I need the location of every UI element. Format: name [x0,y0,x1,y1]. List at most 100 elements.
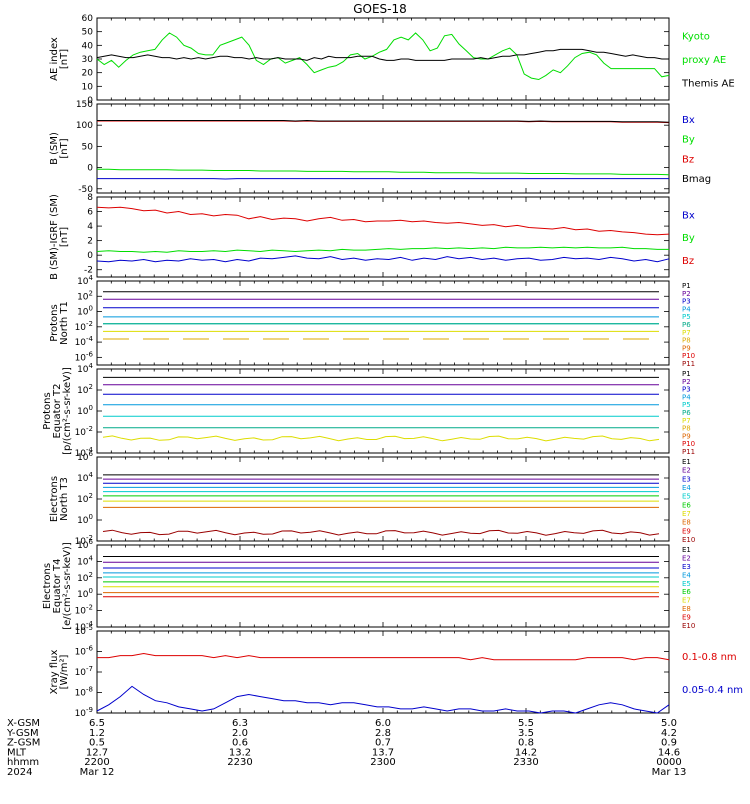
legend-label: P4 [682,393,691,401]
legend-label: P11 [682,448,695,456]
legend-label: P7 [682,329,691,337]
legend-label: P8 [682,425,691,433]
legend-label: E3 [682,475,691,483]
y-axis-label: [nT] [59,138,70,158]
legend-label: E2 [682,467,691,475]
legend-label: E1 [682,546,691,554]
y-tick-label: 40 [82,41,94,51]
y-tick-label: 10-4 [75,335,94,348]
legend-label: E2 [682,554,691,562]
y-tick-label: 150 [76,100,93,110]
panel-frame [97,369,669,453]
legend-label: Bz [682,256,694,267]
legend-label: E10 [682,622,695,630]
legend-label: E1 [682,458,691,466]
y-tick-label: 0 [87,164,93,174]
footer-value: 2230 [227,757,252,768]
legend-label: Bz [682,154,694,165]
y-tick-label: 10-2 [75,320,93,333]
legend-label: E4 [682,571,691,579]
y-tick-label: 6 [87,208,93,218]
series-bz [97,207,669,235]
footer-value: Mar 13 [652,767,687,778]
footer-value: 2330 [513,757,538,768]
legend-label: P11 [682,360,695,368]
y-tick-label: 102 [77,289,93,302]
legend-label: P6 [682,409,691,417]
y-tick-label: 20 [82,69,94,79]
y-tick-label: 10 [82,82,94,92]
legend-label: P9 [682,432,691,440]
legend-label: P1 [682,370,691,378]
legend-label: Bx [682,115,695,126]
y-tick-label: 104 [77,362,93,375]
series-e10 [103,530,659,535]
legend-label: P2 [682,378,691,386]
y-axis-label: [W/m²] [59,654,70,689]
legend-label: Bmag [682,174,711,185]
legend-label: P1 [682,282,691,290]
legend-label: P3 [682,298,691,306]
legend-label: E9 [682,527,691,535]
footer-value: Mar 12 [80,767,115,778]
legend-label: P10 [682,352,695,360]
y-axis-label: [p/(cm²-s-sr-keV)] [62,367,73,455]
y-tick-label: 60 [82,14,94,24]
legend-label: P5 [682,313,691,321]
series-p7 [103,436,659,441]
chart-title: GOES-18 [353,2,407,16]
legend-label: E5 [682,580,691,588]
y-tick-label: 100 [77,587,93,600]
y-tick-label: 4 [87,222,93,232]
legend-label: By [682,233,695,244]
legend-label: E6 [682,588,691,596]
y-axis-label: North T3 [59,477,70,521]
y-axis-label: [e/(cm²-s-sr-keV)] [62,542,73,630]
legend-label: Themis AE [681,79,735,90]
legend-label: E3 [682,563,691,571]
legend-label: By [682,135,695,146]
y-tick-label: 10-2 [75,425,93,438]
y-tick-label: 8 [87,193,93,203]
series-by [97,169,669,175]
y-tick-label: 10-2 [75,604,93,617]
legend-label: 0.1-0.8 nm [682,652,737,663]
series-kyoto-proxy-ae [97,33,669,80]
legend-label: E9 [682,614,691,622]
legend-label: E6 [682,501,691,509]
legend-label: P8 [682,337,691,345]
legend-label: E8 [682,605,691,613]
legend-label: P7 [682,417,691,425]
y-tick-label: 104 [77,274,93,287]
panel-frame [97,457,669,541]
y-axis-label: [nT] [59,49,70,69]
panel-frame [97,18,669,100]
y-tick-label: 100 [77,305,93,318]
y-tick-label: 104 [77,554,93,567]
panel-frame [97,545,669,627]
footer-row-label: 2024 [7,767,32,778]
y-tick-label: 10-7 [75,665,93,678]
y-tick-label: 100 [77,404,93,417]
legend-label: Bx [682,210,695,221]
y-tick-label: 30 [82,55,94,65]
y-tick-label: 50 [82,142,94,152]
legend-label: E7 [682,510,691,518]
legend-label: P2 [682,290,691,298]
y-axis-label: [nT] [59,227,70,247]
y-tick-label: 10-8 [75,686,93,699]
y-tick-label: 10-6 [75,645,94,658]
panel-frame [97,104,669,193]
series-bx [97,256,669,262]
y-tick-label: 0 [87,251,93,261]
panel-frame [97,281,669,365]
legend-label: E7 [682,597,691,605]
